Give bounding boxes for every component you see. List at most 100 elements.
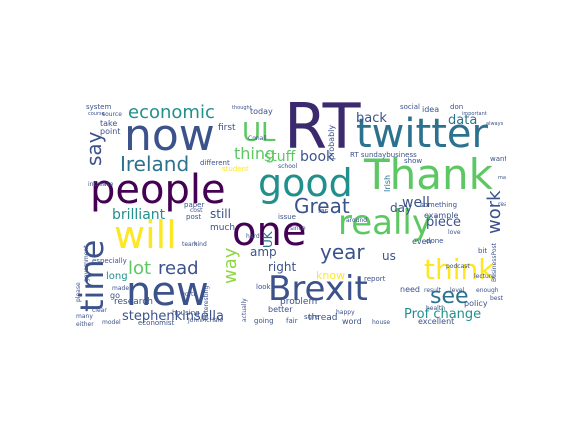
word: problem	[280, 297, 318, 307]
word: idea	[422, 105, 440, 114]
word: either	[76, 321, 94, 328]
word: hard	[246, 233, 260, 240]
word: piece	[426, 215, 462, 230]
word: year	[320, 240, 365, 264]
word: fair	[286, 317, 298, 325]
word: Brexit	[268, 269, 368, 309]
word: Great	[294, 194, 350, 218]
word: government	[83, 245, 90, 282]
word: social	[400, 103, 420, 111]
word: lot	[128, 258, 152, 279]
word: love	[448, 229, 461, 236]
word: enough	[476, 287, 499, 294]
word: data	[448, 113, 478, 128]
word: house	[372, 319, 391, 326]
word: made	[112, 285, 130, 292]
word: team	[182, 241, 198, 248]
word: something	[420, 201, 458, 209]
word: need	[400, 285, 420, 294]
word: system	[86, 103, 112, 111]
word: kind	[194, 241, 207, 248]
word: real	[498, 201, 506, 208]
word: actually	[241, 298, 248, 322]
word: school	[278, 163, 298, 170]
word: read	[158, 258, 199, 279]
word: still	[210, 207, 231, 221]
word-cloud: RT now twitter UL economic say Ireland t…	[72, 102, 506, 327]
word: clear	[92, 307, 107, 314]
word: UL	[242, 118, 276, 148]
word: especially	[92, 257, 127, 265]
word: stephenkinsella	[122, 309, 224, 324]
word: now	[124, 110, 215, 161]
word: post	[186, 213, 202, 221]
word: cost	[190, 207, 203, 214]
word: source	[102, 111, 122, 118]
word: worth	[180, 291, 198, 298]
word: always	[486, 121, 504, 127]
word: book	[300, 149, 335, 165]
word: podcast	[446, 263, 470, 270]
word: see	[430, 284, 469, 309]
word: go	[110, 291, 120, 300]
word: important	[462, 111, 487, 117]
word: RT sundaybusiness	[350, 151, 417, 159]
word: don	[450, 103, 464, 111]
word: interesting	[203, 285, 210, 318]
word: thought	[232, 105, 252, 111]
word: excellent	[418, 317, 455, 326]
word: probably	[327, 124, 336, 160]
word: sure	[304, 313, 320, 321]
word: issue	[278, 213, 296, 221]
word: today	[250, 107, 273, 116]
word: stuff	[264, 149, 296, 165]
word: new	[126, 269, 209, 315]
word: first	[218, 123, 236, 133]
word: policy	[464, 299, 488, 308]
word: think	[424, 253, 495, 286]
word: better	[268, 305, 293, 314]
word: report	[364, 275, 386, 283]
word: economist	[138, 319, 175, 327]
word: much	[210, 223, 236, 233]
word: say	[82, 131, 106, 166]
word: lecture	[474, 273, 495, 280]
word: day	[390, 201, 413, 215]
word: Conall	[248, 135, 267, 142]
word: want	[490, 155, 506, 163]
word: way	[220, 247, 241, 284]
word: look	[256, 283, 271, 291]
word: long	[106, 271, 128, 282]
word: show	[404, 157, 423, 165]
word: since	[290, 225, 306, 232]
word: best	[490, 295, 503, 302]
word: market	[498, 175, 506, 181]
word: going	[254, 317, 274, 325]
word: amp	[250, 245, 277, 259]
word: health	[426, 305, 445, 312]
word: BusinessPost	[491, 242, 498, 282]
word: level	[450, 287, 465, 294]
word: us	[382, 249, 396, 263]
word: paper	[184, 201, 205, 209]
word: one	[232, 209, 307, 255]
word: different	[200, 159, 230, 167]
word: course	[88, 111, 105, 117]
word: done	[426, 237, 444, 245]
word: model	[102, 319, 121, 326]
word: JohnMcHale	[188, 317, 224, 324]
word: Prof change	[404, 307, 482, 322]
word: economic	[128, 102, 215, 123]
word: really	[338, 203, 432, 243]
word: happy	[336, 309, 355, 316]
word: word	[342, 317, 362, 326]
word: right	[268, 260, 297, 274]
word: increase	[88, 181, 114, 188]
word: brilliant	[112, 207, 166, 223]
word: Ireland	[120, 152, 190, 176]
word: research	[114, 297, 153, 307]
word: know	[316, 269, 346, 282]
word: example	[424, 211, 459, 220]
word: point	[100, 127, 121, 136]
word: UK	[261, 231, 275, 248]
